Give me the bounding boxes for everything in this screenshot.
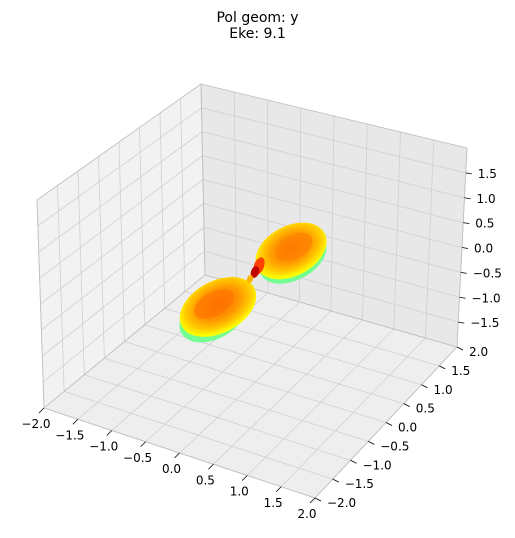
pane-edge	[200, 83, 206, 276]
pane-edge	[36, 199, 45, 409]
x-tick-label: −1.0	[89, 440, 118, 454]
surface-lobe-lower	[179, 277, 257, 343]
tick-mark	[461, 247, 469, 249]
tick-labels: −2.0−1.5−1.0−0.50.00.51.01.52.0−2.0−1.5−…	[21, 167, 501, 521]
z-tick-label: 0.5	[475, 217, 494, 231]
grid-line-z-left	[37, 107, 202, 227]
x-tick-label: 1.5	[264, 496, 283, 510]
grid-line-z-back	[201, 107, 466, 174]
grid-line-z-back	[201, 131, 465, 199]
tick-mark	[332, 478, 339, 483]
tick-mark	[72, 418, 79, 425]
z-tick-label: −1.5	[470, 316, 499, 330]
chart-subtitle: Eke: 9.1	[229, 26, 286, 42]
y-tick-label: 1.5	[451, 364, 470, 378]
grid-line-z-back	[203, 202, 461, 273]
chart-title: Pol geom: y	[216, 10, 299, 26]
tick-mark	[465, 172, 472, 175]
x-tick-label: −0.5	[123, 451, 152, 465]
z-tick-label: 0.0	[474, 242, 493, 256]
pane-edge	[36, 83, 202, 201]
grid-line-y	[104, 357, 369, 442]
grid-line-z-back	[203, 226, 460, 298]
y-tick-label: 2.0	[469, 345, 488, 359]
grid-line-z-left	[42, 250, 205, 383]
z-tick-label: 1.5	[478, 167, 497, 181]
tick-mark	[275, 486, 282, 493]
grid-line-y	[84, 374, 351, 461]
tick-mark	[421, 384, 428, 389]
y-tick-label: 1.0	[434, 383, 453, 397]
x-tick-label: 0.5	[196, 473, 215, 487]
z-tick-label: −1.0	[472, 291, 501, 305]
pane-edge	[200, 83, 468, 149]
grid-line-z-left	[42, 226, 205, 357]
x-tick-label: −2.0	[21, 417, 50, 431]
grid-line-z-left	[41, 203, 204, 331]
y-tick-label: −2.0	[327, 496, 356, 510]
x-tick-label: −1.5	[55, 428, 84, 442]
x-tick-label: 2.0	[297, 507, 316, 521]
tick-mark	[459, 296, 466, 299]
surface-node	[246, 257, 265, 283]
tick-mark	[460, 271, 467, 274]
tick-mark	[314, 497, 322, 502]
z-tick-label: 1.0	[477, 192, 496, 206]
tick-mark	[464, 197, 471, 200]
x-tick-label: 0.0	[162, 462, 181, 476]
grid-line-z-back	[204, 250, 459, 323]
grid-line-z-left	[39, 155, 203, 279]
tick-mark	[456, 346, 464, 351]
tick-mark	[385, 422, 393, 426]
tick-mark	[241, 475, 248, 481]
grid-line-z-back	[202, 155, 464, 224]
tick-mark	[368, 441, 375, 445]
y-tick-label: −1.0	[363, 458, 392, 472]
z-tick-label: −0.5	[473, 266, 502, 280]
grid-line-z-left	[40, 179, 204, 305]
tick-mark	[106, 430, 113, 436]
tick-mark	[38, 407, 45, 414]
tick-mark	[458, 321, 465, 324]
tick-mark	[439, 365, 446, 370]
y-tick-label: 0.5	[416, 402, 435, 416]
tick-mark	[350, 459, 357, 464]
x-tick-label: 1.0	[230, 485, 249, 499]
tick-mark	[174, 452, 180, 459]
grid-line-z-back	[202, 179, 463, 248]
tick-mark	[403, 403, 410, 407]
tick-mark	[208, 463, 214, 470]
surface-lobe-upper	[255, 222, 327, 284]
tick-mark	[463, 222, 470, 225]
grid-line-z-left	[38, 131, 203, 253]
grid-line-y	[64, 390, 333, 480]
y-tick-label: −0.5	[380, 439, 409, 453]
y-tick-label: 0.0	[398, 421, 417, 435]
tick-mark	[140, 441, 146, 448]
pane-edge	[43, 274, 206, 409]
y-tick-label: −1.5	[345, 477, 374, 491]
tick-mark	[309, 497, 316, 504]
grid-line-y	[124, 341, 387, 423]
